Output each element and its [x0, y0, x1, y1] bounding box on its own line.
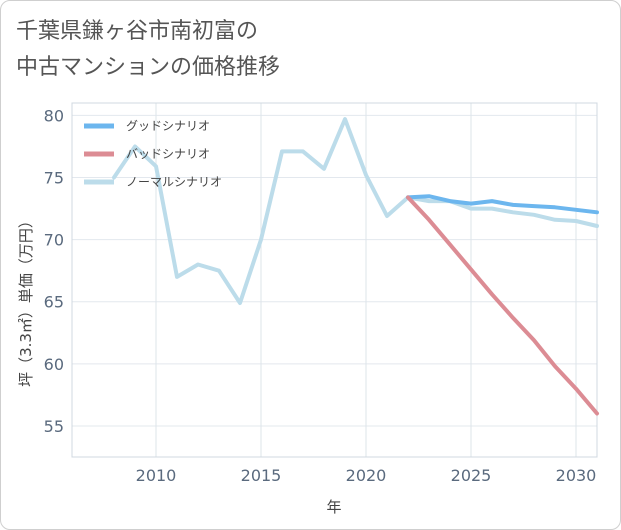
x-tick-label: 2020: [346, 466, 387, 485]
y-tick-label: 65: [44, 293, 64, 312]
grid-lines: [72, 103, 597, 457]
series-line-2: [406, 195, 599, 416]
series-line-1: [406, 194, 599, 215]
legend-item-2[interactable]: バッドシナリオ: [84, 147, 210, 161]
chart-title: 千葉県鎌ヶ谷市南初富の 中古マンションの価格推移: [16, 14, 280, 86]
series-line-3: [112, 117, 599, 305]
legend-label: バッドシナリオ: [126, 147, 210, 161]
legend-label: グッドシナリオ: [126, 119, 210, 133]
y-tick-label: 60: [44, 355, 64, 374]
axis-ticks: 55 60 65 70 75 80 2010 2015 2020 2025 2030: [44, 106, 597, 485]
x-tick-label: 2025: [451, 466, 492, 485]
y-tick-label: 75: [44, 169, 64, 188]
y-tick-label: 70: [44, 231, 64, 250]
legend-label: ノーマルシナリオ: [126, 175, 222, 189]
x-axis-title: 年: [326, 498, 341, 516]
chart-title-line-1: 千葉県鎌ヶ谷市南初富の: [16, 19, 259, 44]
y-tick-label: 80: [44, 106, 64, 125]
series-lines: [112, 117, 599, 416]
legend-item-3[interactable]: ノーマルシナリオ: [84, 175, 222, 189]
chart-title-line-2: 中古マンションの価格推移: [16, 55, 281, 80]
y-tick-label: 55: [44, 417, 64, 436]
legend-item-1[interactable]: グッドシナリオ: [84, 119, 210, 133]
x-tick-label: 2030: [556, 466, 597, 485]
x-tick-label: 2010: [136, 466, 177, 485]
x-tick-label: 2015: [241, 466, 282, 485]
y-axis-title: 坪（3.3㎡）単価（万円）: [17, 213, 35, 387]
plot-area: [71, 102, 598, 458]
